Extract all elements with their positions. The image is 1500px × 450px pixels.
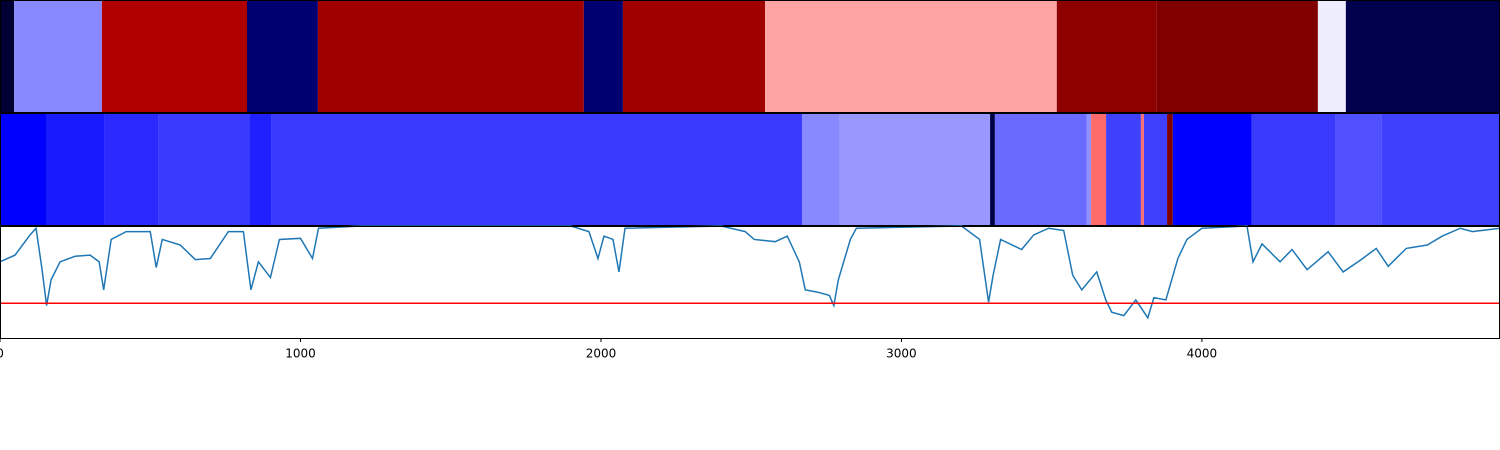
segment: [46, 113, 105, 225]
segment: [1106, 113, 1141, 225]
segment: [101, 0, 247, 112]
segment: [622, 0, 766, 112]
segment: [1251, 113, 1336, 225]
segment: [1381, 113, 1500, 225]
segment: [158, 113, 250, 225]
segment: [1086, 113, 1092, 225]
x-tick-label: 3000: [886, 347, 917, 361]
segment: [801, 113, 840, 225]
x-tick-label: 1000: [285, 347, 316, 361]
signal-line: [0, 225, 1500, 320]
segment: [1335, 113, 1382, 225]
segment: [1091, 113, 1107, 225]
segment: [1345, 0, 1500, 112]
segment: [250, 113, 272, 225]
segment: [1156, 0, 1318, 112]
segment: [765, 0, 1057, 112]
segment: [583, 0, 623, 112]
segment: [104, 113, 159, 225]
segment: [317, 0, 584, 112]
x-tick-label: 2000: [586, 347, 617, 361]
segment: [990, 113, 995, 225]
segment: [839, 113, 991, 225]
segment: [1317, 0, 1346, 112]
panel-frame: [0, 226, 1500, 339]
segment: [1140, 113, 1144, 225]
segment: [1172, 113, 1252, 225]
segment: [271, 113, 802, 225]
segment: [1056, 0, 1157, 112]
segment: [994, 113, 1087, 225]
segment: [1143, 113, 1168, 225]
segment: [246, 0, 318, 112]
x-tick-label: 0: [0, 347, 4, 361]
segment: [0, 113, 47, 225]
segment: [0, 0, 15, 112]
segment: [14, 0, 102, 112]
segment: [1167, 113, 1173, 225]
x-tick-label: 4000: [1187, 347, 1218, 361]
